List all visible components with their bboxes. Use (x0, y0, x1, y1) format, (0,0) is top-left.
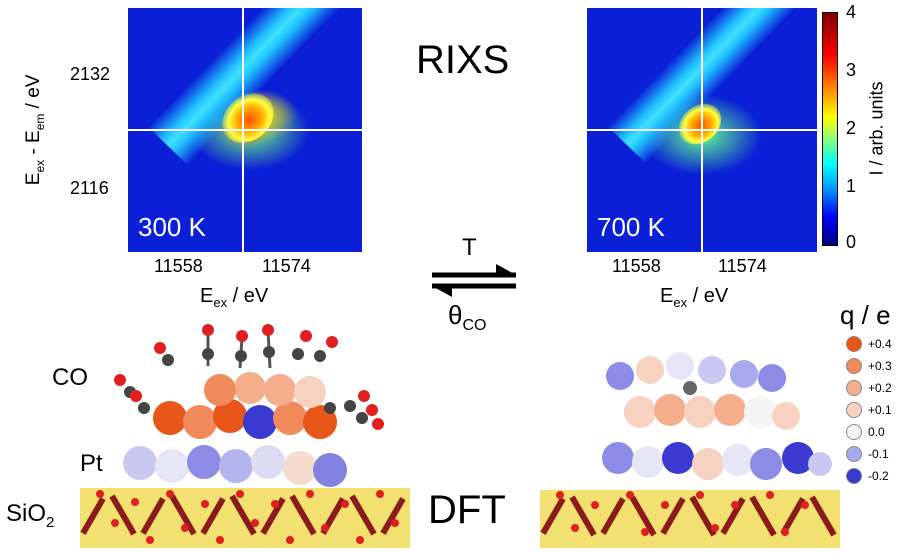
charge-legend-label: +0.4 (868, 337, 892, 351)
charge-swatch-icon (846, 424, 862, 440)
y-axis-label: Eex - Eem / eV (23, 74, 47, 186)
temperature-label: 700 K (597, 212, 665, 242)
x-tick: 11558 (612, 256, 661, 276)
x-axis-label: Eex / eV (660, 285, 729, 310)
dft-structure-left (80, 324, 410, 548)
charge-legend-label: +0.2 (868, 381, 892, 395)
dft-title: DFT (428, 488, 506, 532)
crosshair-horizontal (128, 129, 362, 131)
colorbar-tick: 0 (846, 232, 857, 252)
rixs-title: RIXS (416, 38, 510, 82)
charge-legend-item: +0.1 (846, 400, 892, 420)
charge-legend: +0.4 +0.3 +0.2 +0.1 0.0 -0.1 -0.2 (846, 334, 906, 494)
rixs-map-300k: 300 K (128, 8, 362, 252)
charge-legend-item: 0.0 (846, 422, 885, 442)
charge-swatch-icon (846, 336, 862, 352)
charge-legend-label: +0.1 (868, 403, 892, 417)
charge-swatch-icon (846, 358, 862, 374)
x-tick: 11574 (262, 256, 311, 276)
rixs-map-700k: 700 K (587, 8, 817, 252)
equilibrium-arrows-icon (432, 264, 516, 297)
charge-swatch-icon (846, 402, 862, 418)
reverse-condition: θCO (448, 300, 487, 335)
colorbar-tick: 4 (846, 2, 857, 22)
charge-legend-item: -0.2 (846, 466, 889, 486)
charge-legend-item: -0.1 (846, 444, 889, 464)
x-axis-label: Eex / eV (200, 285, 269, 310)
charge-legend-item: +0.4 (846, 334, 892, 354)
charge-swatch-icon (846, 446, 862, 462)
y-tick: 2116 (70, 178, 109, 198)
colorbar-tick: 1 (846, 176, 857, 196)
colorbar-tick: 3 (846, 60, 857, 80)
x-tick: 11558 (154, 256, 203, 276)
charge-legend-item: +0.3 (846, 356, 892, 376)
y-tick: 2132 (70, 64, 111, 84)
forward-condition: T (462, 234, 477, 261)
dft-structure-right (540, 352, 840, 548)
colorbar-tick: 2 (846, 118, 857, 138)
sio2-layer-label: SiO2 (6, 500, 55, 531)
x-tick: 11574 (718, 256, 767, 276)
charge-swatch-icon (846, 468, 862, 484)
charge-legend-label: 0.0 (868, 425, 885, 439)
pt-layer-label: Pt (80, 450, 103, 477)
charge-legend-label: -0.1 (868, 447, 889, 461)
colorbar (822, 12, 838, 246)
colorbar-label: I / arb. units (866, 81, 887, 176)
charge-legend-label: +0.3 (868, 359, 892, 373)
co-layer-label: CO (52, 364, 88, 391)
charge-swatch-icon (846, 380, 862, 396)
temperature-label: 300 K (138, 212, 206, 242)
charge-legend-item: +0.2 (846, 378, 892, 398)
crosshair-horizontal (587, 129, 817, 131)
charge-legend-label: -0.2 (868, 469, 889, 483)
charge-legend-title: q / e (840, 300, 891, 330)
